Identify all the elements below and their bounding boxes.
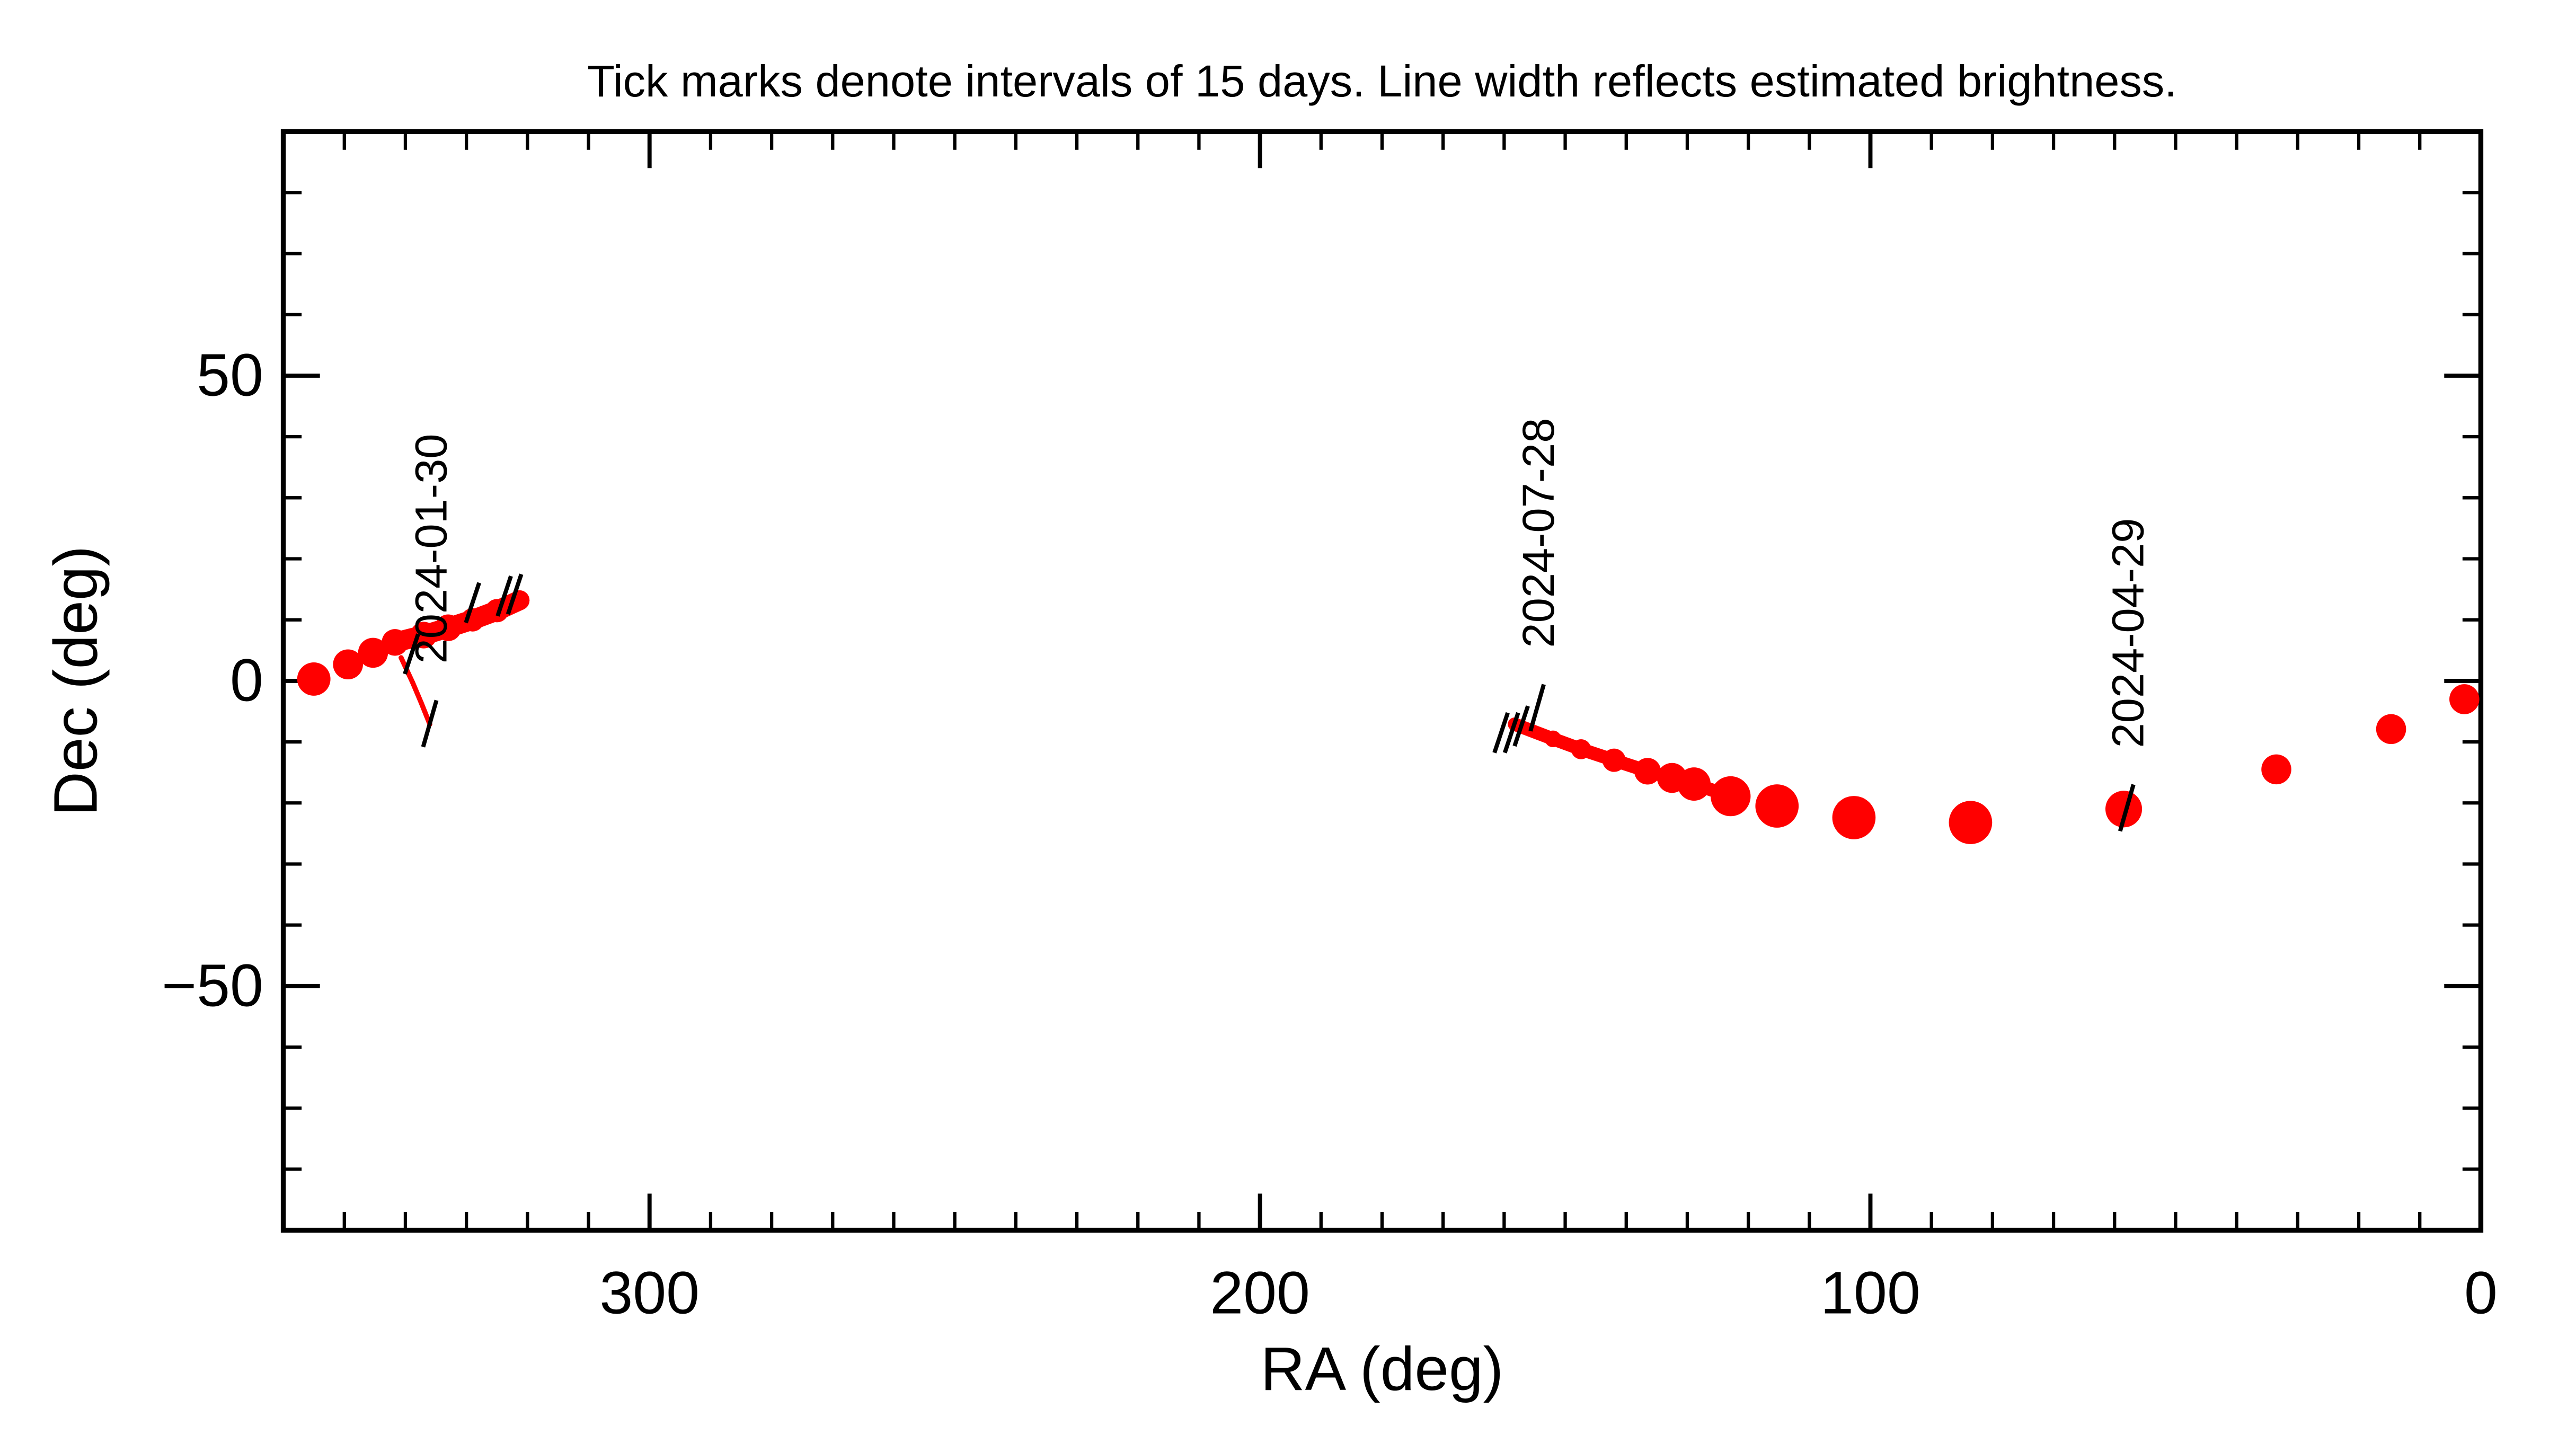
position-point — [1544, 730, 1562, 748]
position-point — [410, 680, 415, 686]
position-point — [382, 629, 409, 656]
position-point — [1677, 767, 1711, 801]
y-tick-label: 0 — [230, 647, 263, 714]
position-point — [2449, 684, 2480, 714]
date-label: 2024-04-29 — [2103, 518, 2153, 748]
position-point — [2105, 791, 2143, 828]
position-point — [2376, 714, 2406, 745]
x-axis-label: RA (deg) — [1261, 1334, 1504, 1403]
position-point — [1755, 784, 1799, 828]
position-point — [461, 608, 484, 632]
interval-tick — [506, 573, 524, 615]
y-tick-label: 50 — [197, 342, 263, 409]
position-point — [297, 662, 331, 696]
x-tick-label: 0 — [2464, 1260, 2498, 1326]
position-point — [1949, 801, 1993, 844]
position-point — [1711, 776, 1751, 817]
date-label: 2024-07-28 — [1513, 418, 1563, 648]
interval-tick — [1492, 712, 1510, 754]
x-tick-label: 100 — [1820, 1260, 1920, 1326]
interval-tick — [464, 582, 481, 624]
interval-tick — [495, 575, 513, 617]
interval-tick — [1502, 712, 1520, 754]
date-label: 2024-01-30 — [405, 434, 456, 664]
date-tick — [2118, 784, 2136, 832]
x-tick-label: 300 — [599, 1260, 700, 1326]
position-point — [1571, 739, 1591, 759]
position-point — [399, 655, 404, 660]
position-point — [1634, 758, 1661, 785]
date-tick — [1528, 684, 1546, 732]
chart-title: Tick marks denote intervals of 15 days. … — [587, 56, 2177, 106]
date-tick — [421, 699, 439, 748]
position-point — [1602, 748, 1626, 772]
x-tick-label: 200 — [1210, 1260, 1310, 1326]
position-point — [485, 599, 509, 623]
position-point — [358, 637, 388, 668]
position-point — [333, 649, 363, 680]
y-tick-label: −50 — [162, 952, 263, 1019]
position-point — [419, 700, 424, 706]
position-point — [1832, 796, 1876, 839]
y-axis-label: Dec (deg) — [41, 546, 110, 816]
position-point — [2261, 754, 2291, 785]
interval-tick — [1512, 705, 1530, 747]
interval-tick — [403, 633, 420, 675]
position-point — [435, 614, 462, 641]
